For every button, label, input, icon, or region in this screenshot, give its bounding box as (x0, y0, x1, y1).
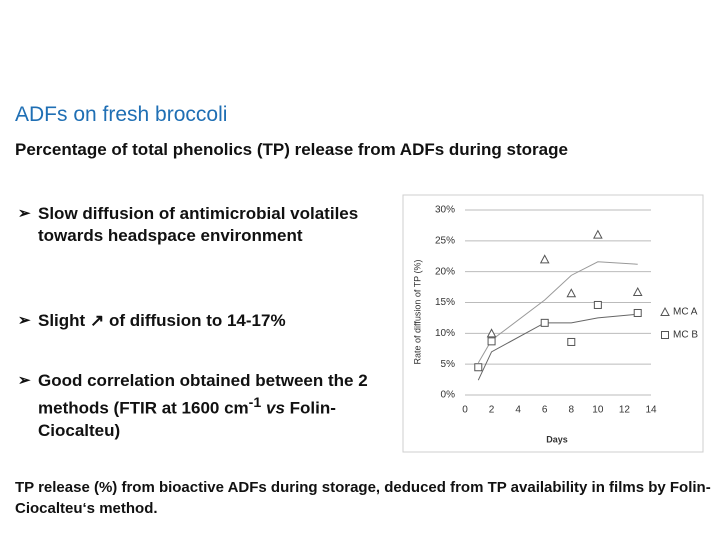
x-tick-label: 14 (645, 405, 657, 416)
triangle-marker (593, 229, 603, 239)
legend-label: MC B (673, 330, 698, 341)
square-marker (661, 331, 669, 339)
trend-line (477, 261, 638, 364)
bullet: Slow diffusion of antimicrobial volatile… (18, 203, 408, 247)
x-tick-label: 6 (542, 405, 548, 416)
triangle-marker (566, 288, 577, 298)
y-tick-label: 25% (435, 235, 455, 246)
bullet-text: Good correlation obtained between the 2 … (38, 371, 368, 418)
x-tick-label: 2 (489, 405, 495, 416)
x-tick-label: 12 (619, 405, 631, 416)
x-tick-label: 0 (462, 405, 468, 416)
x-axis-label: Days (546, 434, 568, 444)
legend-label: MC A (673, 307, 698, 318)
y-axis-label: Rate of diffusion of TP (%) (412, 259, 422, 364)
bullet-text: of diffusion to 14-17% (108, 311, 286, 330)
y-tick-label: 20% (435, 266, 455, 277)
square-marker (567, 337, 576, 346)
trend-line (477, 313, 638, 381)
triangle-marker (539, 254, 550, 264)
bullet-text: Slight (38, 311, 86, 330)
bullet: Good correlation obtained between the 2 … (18, 370, 408, 442)
bullet-text: Slow diffusion of antimicrobial volatile… (38, 204, 359, 245)
caption: TP release (%) from bioactive ADFs durin… (15, 479, 711, 517)
superscript: -1 (248, 395, 262, 411)
y-tick-label: 10% (435, 328, 455, 339)
chart: 0% 5% 10% 15% 20% 25% 30% 0 2 4 6 8 10 12 14 Days Rate o… (402, 194, 704, 453)
slide-title: ADFs on fresh broccoli (15, 103, 228, 126)
bullet-text: Folin-Ciocalteu) (38, 398, 336, 440)
square-marker (593, 300, 602, 309)
square-marker (633, 308, 642, 317)
y-tick-label: 0% (441, 390, 456, 401)
y-tick-label: 15% (435, 297, 455, 308)
x-tick-label: 4 (515, 405, 521, 416)
x-tick-label: 10 (592, 405, 604, 416)
triangle-marker (632, 286, 643, 297)
increase-icon: ↗ (89, 311, 105, 330)
square-marker (540, 318, 549, 327)
triangle-marker (486, 328, 497, 338)
y-tick-label: 5% (441, 359, 456, 370)
bullet: Slight ↗ of diffusion to 14-17% (18, 310, 408, 332)
square-marker (474, 363, 483, 372)
triangle-marker (660, 306, 670, 316)
y-tick-label: 30% (435, 205, 455, 216)
slide-subtitle: Percentage of total phenolics (TP) relea… (15, 140, 568, 159)
square-marker (487, 337, 496, 346)
chart-frame (402, 194, 704, 453)
x-tick-label: 8 (569, 405, 575, 416)
bullet-text: vs (266, 398, 285, 418)
